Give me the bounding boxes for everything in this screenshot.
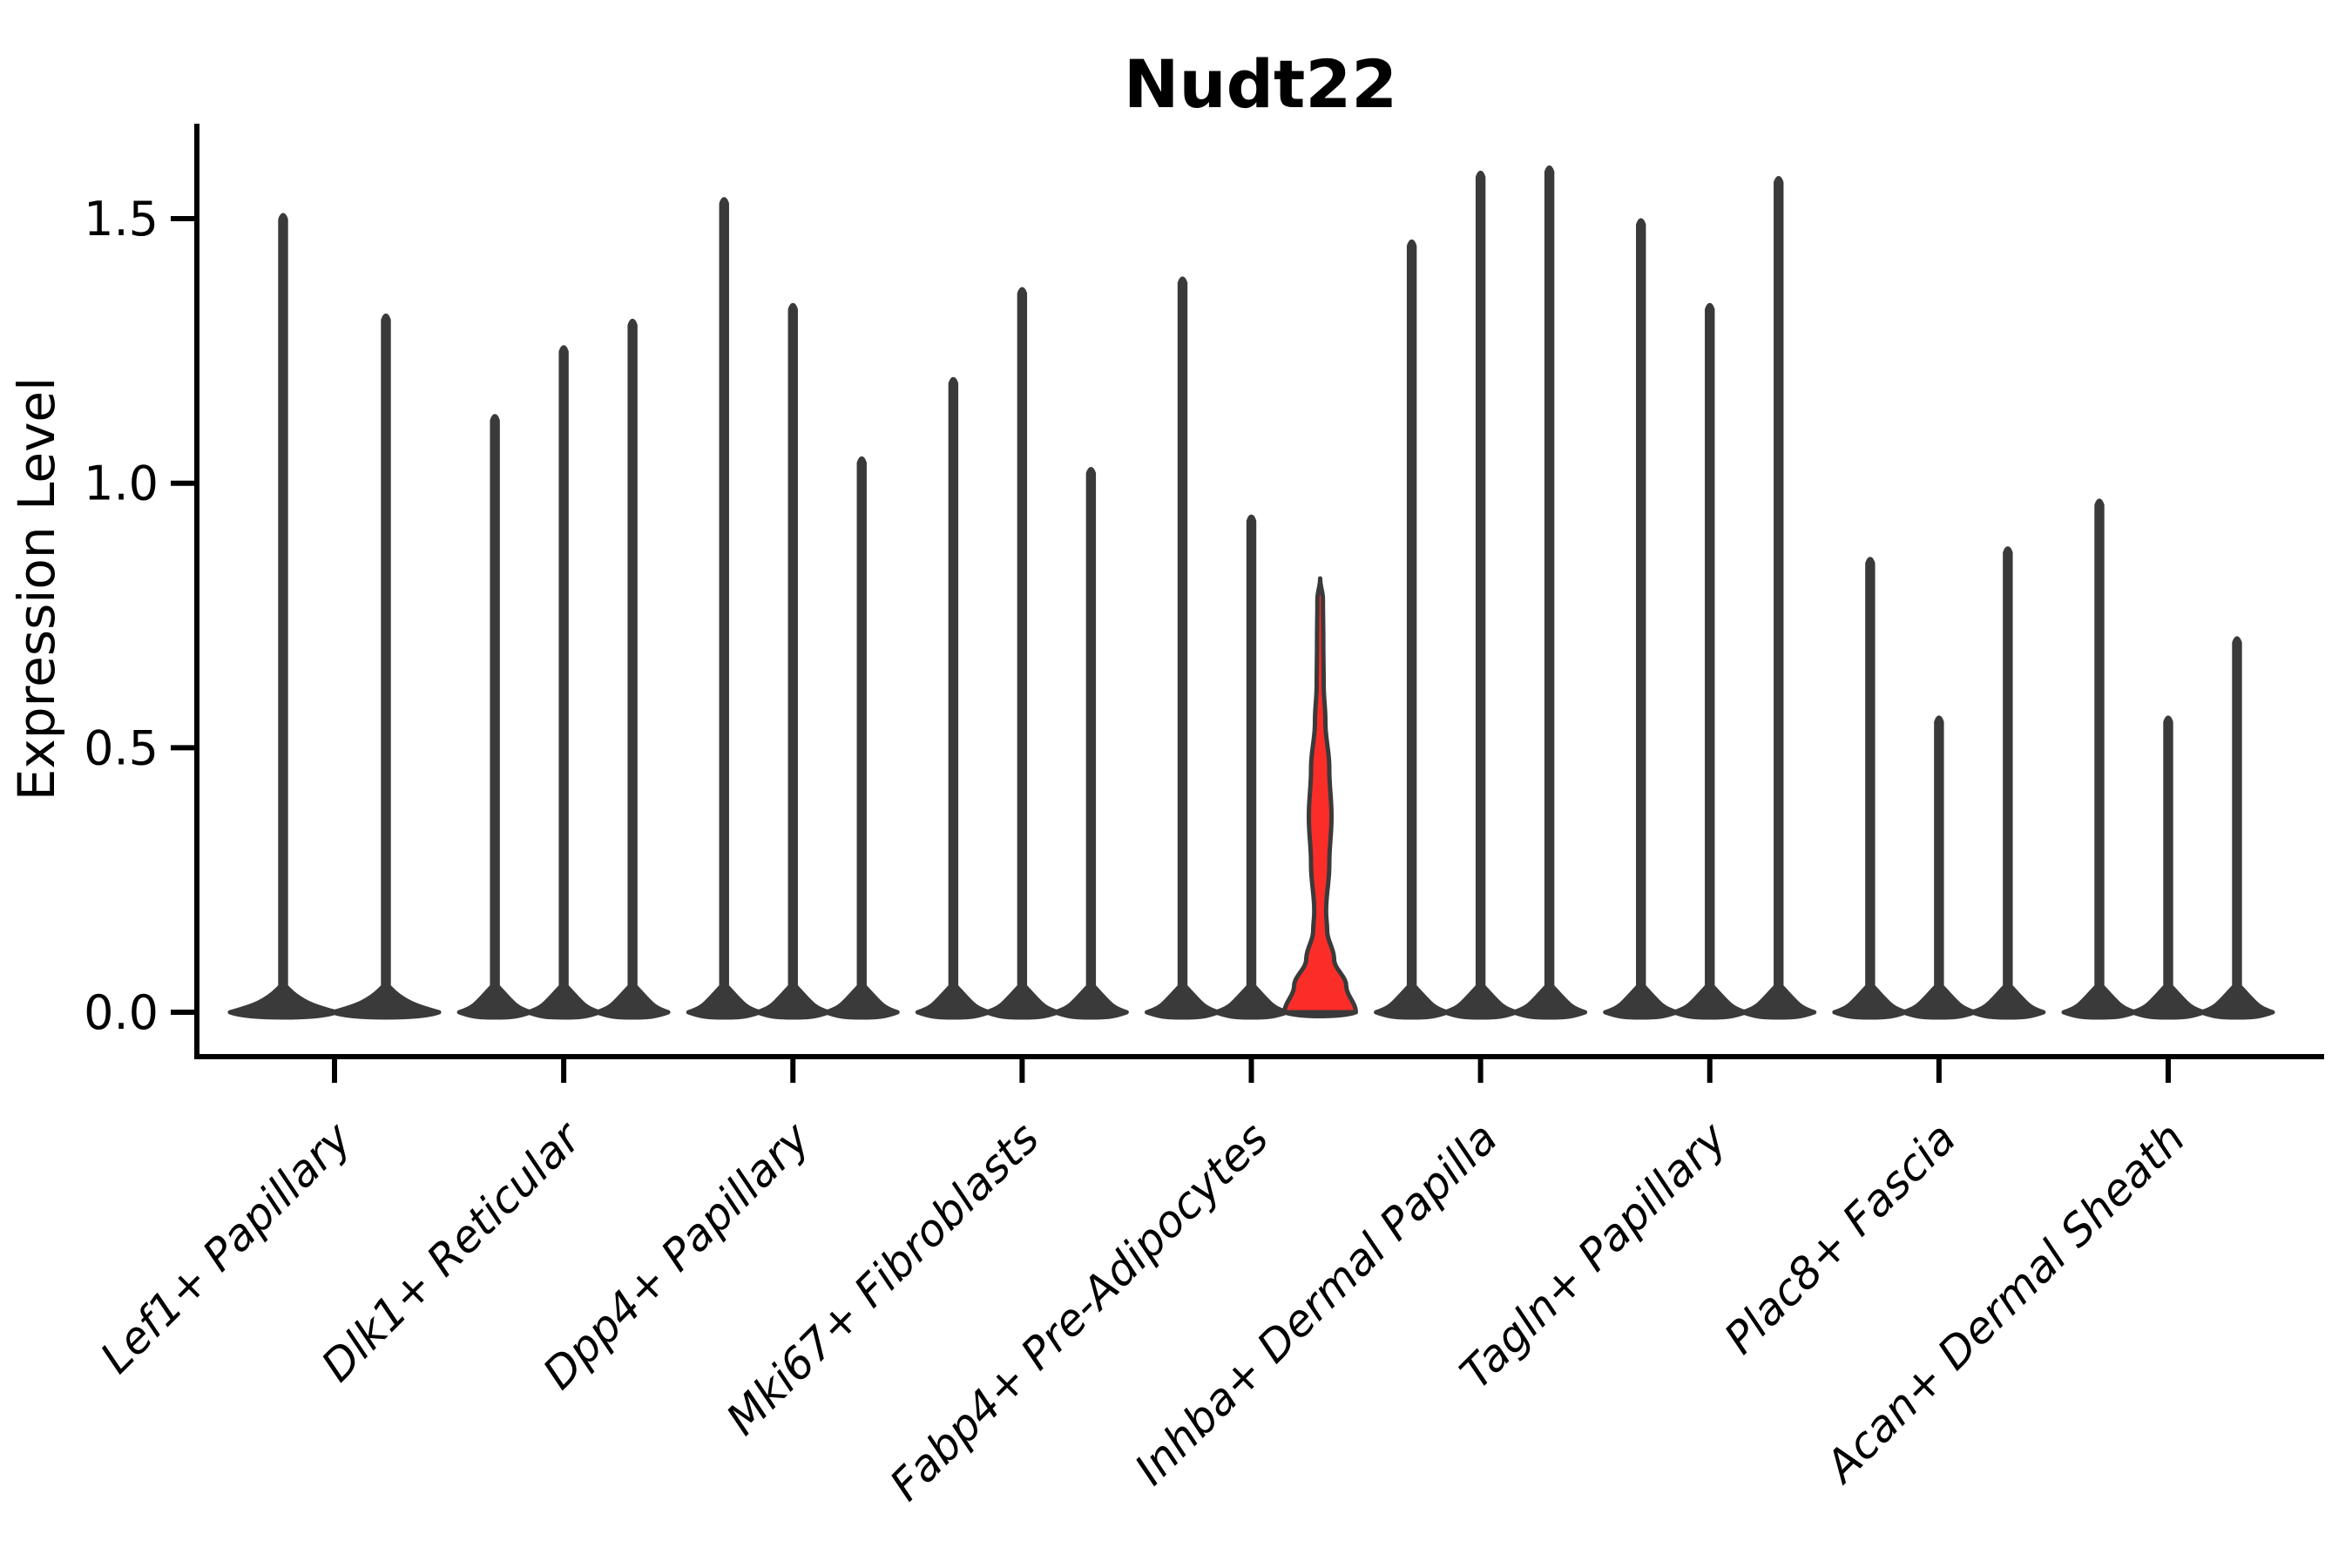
y-tick-label: 0.0: [84, 985, 159, 1040]
violin: [330, 313, 442, 1020]
violin: [1145, 276, 1220, 1020]
violin: [1213, 514, 1289, 1020]
x-tick-label: Plac8+ Fascia: [1714, 1112, 1965, 1363]
y-axis-label: Expression Level: [7, 377, 66, 801]
violin: [686, 197, 762, 1020]
violin: [754, 302, 831, 1020]
y-tick-label: 1.0: [84, 456, 159, 511]
violin: [1603, 218, 1680, 1020]
violin: [983, 287, 1060, 1020]
x-tick-label: Acan+ Dermal Sheath: [1815, 1112, 2195, 1493]
violin: [1672, 302, 1748, 1020]
y-tick-label: 0.5: [84, 720, 159, 775]
x-tick-label: Inhba+ Dermal Papilla: [1125, 1112, 1507, 1494]
violin: [1740, 175, 1817, 1020]
violin: [2199, 636, 2275, 1020]
violin: [1052, 466, 1129, 1020]
x-tick-label: Lef1+ Papillary: [91, 1112, 362, 1382]
violin: [1970, 546, 2046, 1020]
violin: [227, 213, 339, 1020]
violin: [915, 376, 991, 1020]
violin: [823, 456, 900, 1020]
violin: [1832, 557, 1909, 1020]
violin: [2130, 715, 2207, 1020]
x-tick-label: Fabp4+ Pre-Adipocytes: [880, 1112, 1278, 1511]
chart-title: Nudt22: [1124, 45, 1397, 123]
violin: [594, 318, 671, 1020]
violin: [1511, 165, 1588, 1020]
violin: [1443, 170, 1519, 1020]
violin: [1374, 239, 1450, 1020]
y-tick-label: 1.5: [84, 192, 159, 247]
violin-highlight: [1282, 576, 1358, 1018]
violin: [525, 345, 602, 1020]
violin: [456, 414, 533, 1020]
violin: [2061, 498, 2138, 1020]
violin: [1901, 715, 1977, 1020]
